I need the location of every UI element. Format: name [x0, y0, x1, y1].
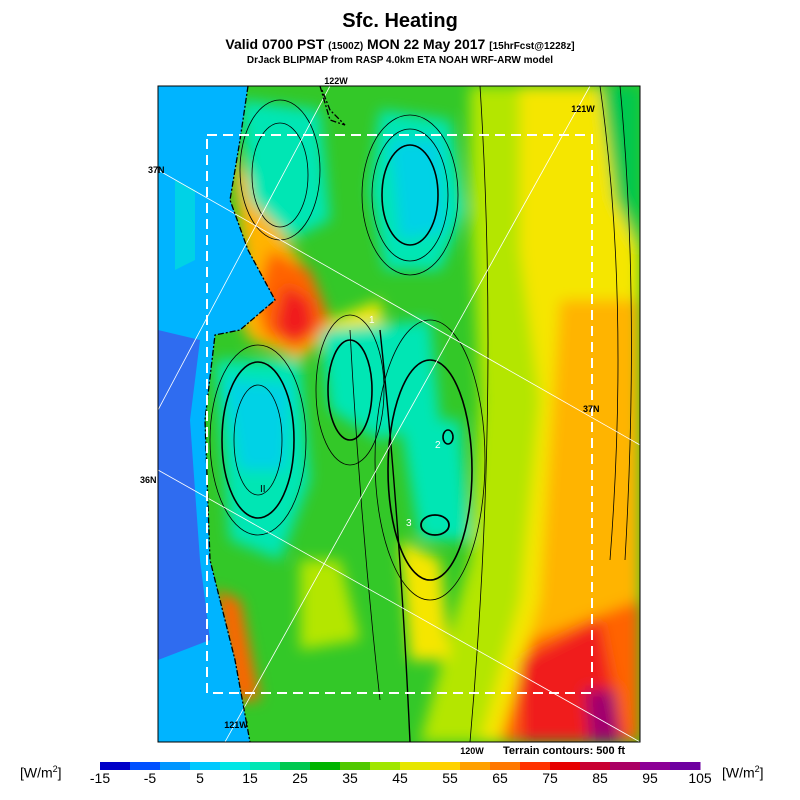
colorbar-swatch: [430, 762, 461, 770]
colorbar-swatch: [550, 762, 581, 770]
lon-label-121w-top: 121W: [571, 104, 595, 114]
lat-label-37n-left: 37N: [148, 165, 165, 175]
colorbar-tick-label: -15: [89, 770, 111, 786]
colorbar-tick-label: 55: [442, 770, 458, 786]
valid-date: MON 22 May 2017: [367, 36, 486, 52]
colorbar-swatch: [610, 762, 641, 770]
colorbar-tick-label: 45: [392, 770, 408, 786]
valid-time-line: Valid 0700 PST (1500Z) MON 22 May 2017 […: [0, 36, 800, 52]
colorbar-swatch: [160, 762, 191, 770]
colorbar-tick-label: 15: [242, 770, 258, 786]
colorbar-swatch: [250, 762, 281, 770]
lat-label-37n-right: 37N: [583, 404, 600, 414]
site-label-2: 2: [435, 440, 441, 451]
lat-label-36n-left: 36N: [140, 475, 157, 485]
colorbar-swatch: [190, 762, 221, 770]
colorbar-swatch: [280, 762, 311, 770]
forecast-info: [15hrFcst@1228z]: [489, 41, 575, 52]
lon-label-121w-bottom: 121W: [224, 720, 248, 730]
colorbar: [100, 762, 701, 770]
colorbar-tick-label: 5: [196, 770, 204, 786]
colorbar-tick-label: -5: [143, 770, 157, 786]
site-label-1: 1: [369, 315, 375, 326]
colorbar-unit-left: [W/m2]: [20, 764, 62, 781]
heating-field: [158, 86, 640, 742]
colorbar-swatch: [100, 762, 131, 770]
valid-utc: (1500Z): [328, 41, 364, 52]
colorbar-swatch: [460, 762, 491, 770]
colorbar-tick-label: 35: [342, 770, 358, 786]
colorbar-unit-right: [W/m2]: [722, 764, 764, 781]
colorbar-swatch: [640, 762, 671, 770]
colorbar-swatch: [340, 762, 371, 770]
valid-time: Valid 0700 PST: [225, 36, 325, 52]
colorbar-swatch: [670, 762, 701, 770]
colorbar-tick-label: 75: [542, 770, 558, 786]
colorbar-swatch: [520, 762, 551, 770]
site-label-ii: II: [260, 484, 266, 495]
lon-label-120w-bottom: 120W: [460, 746, 484, 756]
colorbar-tick-label: 105: [688, 770, 712, 786]
colorbar-swatch: [130, 762, 161, 770]
colorbar-swatch: [310, 762, 341, 770]
colorbar-tick-label: 25: [292, 770, 308, 786]
colorbar-tick-label: 65: [492, 770, 508, 786]
colorbar-swatch: [370, 762, 401, 770]
site-label-3: 3: [406, 518, 412, 529]
lon-label-122w-top: 122W: [324, 76, 348, 86]
colorbar-swatch: [400, 762, 431, 770]
colorbar-swatch: [490, 762, 521, 770]
map-title: Sfc. Heating: [342, 10, 458, 32]
colorbar-tick-label: 85: [592, 770, 608, 786]
colorbar-swatch: [220, 762, 251, 770]
colorbar-swatch: [580, 762, 611, 770]
colorbar-tick-label: 95: [642, 770, 658, 786]
terrain-contours-note: Terrain contours: 500 ft: [503, 745, 626, 757]
model-line: DrJack BLIPMAP from RASP 4.0km ETA NOAH …: [246, 55, 554, 66]
